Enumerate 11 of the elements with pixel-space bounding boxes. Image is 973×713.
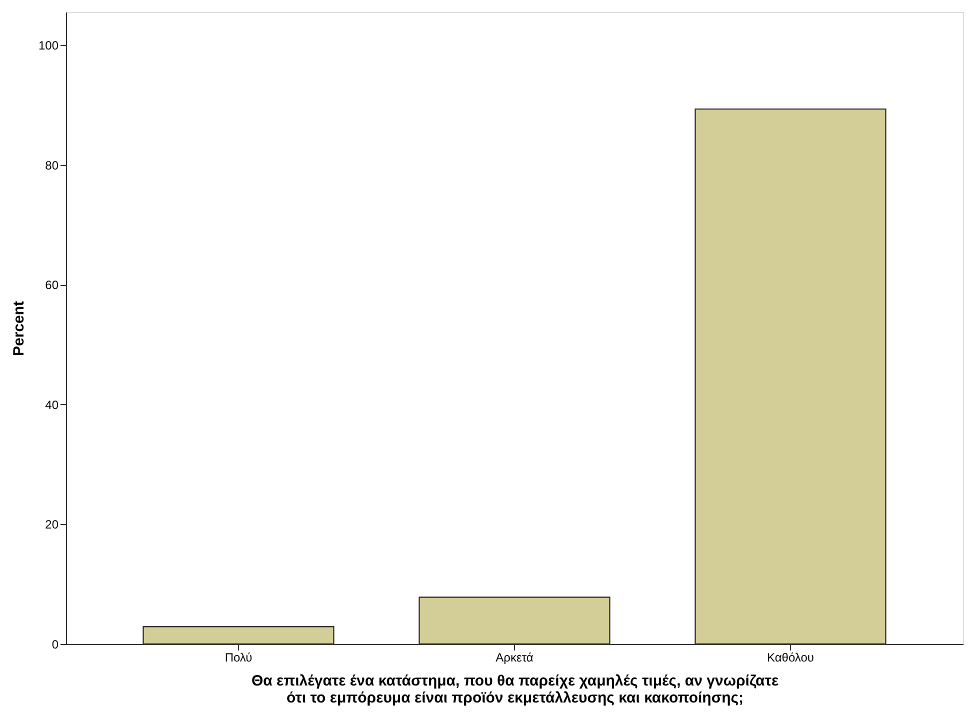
y-axis-title: Percent [10, 300, 28, 356]
y-tick-label: 40 [45, 398, 59, 412]
y-tick-label: 20 [45, 518, 59, 532]
y-tick-label: 60 [45, 278, 59, 292]
y-tick-label: 100 [38, 38, 59, 52]
y-tick-label: 80 [45, 158, 59, 172]
x-tick-label: Πολύ [224, 650, 252, 664]
x-tick-label: Αρκετά [496, 650, 534, 664]
x-axis-title: Θα επιλέγατε ένα κατάστημα, που θα παρείχε χαμηλές τιμές, αν γνωρίζατε ότι το εμπόρευμα είναι προϊόν εκμετάλλευσης και κακοποίησης; [251, 672, 779, 706]
x-tick-label: Καθόλου [767, 650, 814, 664]
y-tick-label: 0 [52, 638, 59, 652]
